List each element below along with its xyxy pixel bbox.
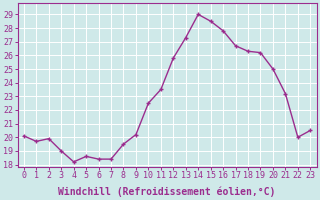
- X-axis label: Windchill (Refroidissement éolien,°C): Windchill (Refroidissement éolien,°C): [58, 186, 276, 197]
